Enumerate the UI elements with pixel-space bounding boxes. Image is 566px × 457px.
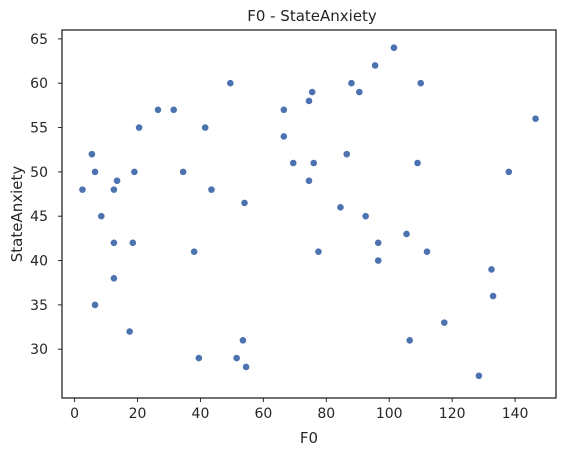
data-point bbox=[279, 105, 288, 114]
data-point bbox=[347, 79, 356, 88]
data-point bbox=[128, 238, 137, 247]
plot-frame bbox=[61, 29, 557, 399]
x-tick-label: 120 bbox=[439, 406, 466, 422]
data-point bbox=[226, 79, 235, 88]
data-point bbox=[336, 203, 345, 212]
y-tick-label: 55 bbox=[30, 121, 48, 137]
data-point bbox=[374, 256, 383, 265]
y-tick-label: 30 bbox=[30, 342, 48, 358]
data-point bbox=[489, 292, 497, 300]
data-point bbox=[308, 88, 317, 96]
data-point bbox=[78, 185, 87, 194]
data-point bbox=[440, 318, 449, 327]
data-point bbox=[135, 123, 143, 132]
data-point bbox=[305, 176, 313, 185]
data-point bbox=[190, 247, 199, 256]
data-point bbox=[125, 327, 134, 336]
data-point bbox=[289, 159, 298, 167]
y-tick-label: 40 bbox=[30, 254, 48, 270]
data-point bbox=[475, 371, 483, 380]
data-point bbox=[309, 159, 318, 167]
data-point bbox=[314, 247, 323, 256]
data-point bbox=[169, 105, 178, 114]
data-point bbox=[361, 212, 370, 221]
data-point bbox=[179, 167, 188, 176]
data-point bbox=[355, 88, 364, 96]
data-point bbox=[110, 185, 118, 194]
y-tick-label: 65 bbox=[30, 32, 48, 48]
x-tick-label: 140 bbox=[502, 406, 529, 422]
data-point bbox=[87, 150, 96, 159]
data-point bbox=[402, 230, 411, 238]
data-point bbox=[232, 354, 241, 362]
data-point bbox=[242, 363, 250, 371]
data-point bbox=[423, 247, 431, 256]
y-axis-label: StateAnxiety bbox=[8, 166, 26, 263]
data-point bbox=[207, 185, 216, 194]
data-point bbox=[374, 238, 383, 247]
data-point bbox=[504, 167, 513, 176]
data-point bbox=[194, 354, 203, 362]
chart-title: F0 - StateAnxiety bbox=[247, 7, 377, 25]
data-point bbox=[113, 176, 121, 185]
data-point bbox=[279, 132, 288, 141]
data-point bbox=[201, 123, 210, 132]
y-tick-label: 35 bbox=[30, 298, 48, 314]
data-point bbox=[487, 265, 496, 274]
data-point bbox=[110, 238, 118, 247]
data-point bbox=[91, 167, 99, 176]
data-point bbox=[110, 274, 118, 283]
data-point bbox=[239, 336, 247, 345]
data-point bbox=[305, 97, 313, 105]
data-point bbox=[413, 159, 422, 167]
data-point bbox=[531, 114, 540, 123]
data-point bbox=[371, 61, 379, 70]
y-tick-label: 60 bbox=[30, 76, 48, 92]
data-point bbox=[154, 105, 162, 114]
x-tick-label: 60 bbox=[254, 406, 272, 422]
x-axis: 0 20 40 60 80 100 120 140 bbox=[70, 398, 528, 422]
y-axis: 30 35 40 45 50 55 60 65 bbox=[30, 32, 62, 358]
data-point bbox=[405, 336, 414, 345]
data-point bbox=[91, 300, 99, 309]
x-tick-label: 20 bbox=[129, 406, 147, 422]
x-axis-label: F0 bbox=[300, 429, 318, 447]
x-tick-label: 40 bbox=[192, 406, 210, 422]
data-point bbox=[97, 212, 106, 221]
x-tick-label: 100 bbox=[376, 406, 403, 422]
data-points bbox=[78, 43, 540, 380]
y-tick-label: 50 bbox=[30, 165, 48, 181]
data-point bbox=[416, 79, 425, 88]
data-point bbox=[240, 199, 249, 207]
x-tick-label: 0 bbox=[70, 406, 79, 422]
x-tick-label: 80 bbox=[317, 406, 335, 422]
data-point bbox=[130, 167, 139, 176]
data-point bbox=[390, 43, 398, 52]
y-tick-label: 45 bbox=[30, 209, 48, 225]
data-point bbox=[342, 150, 351, 159]
